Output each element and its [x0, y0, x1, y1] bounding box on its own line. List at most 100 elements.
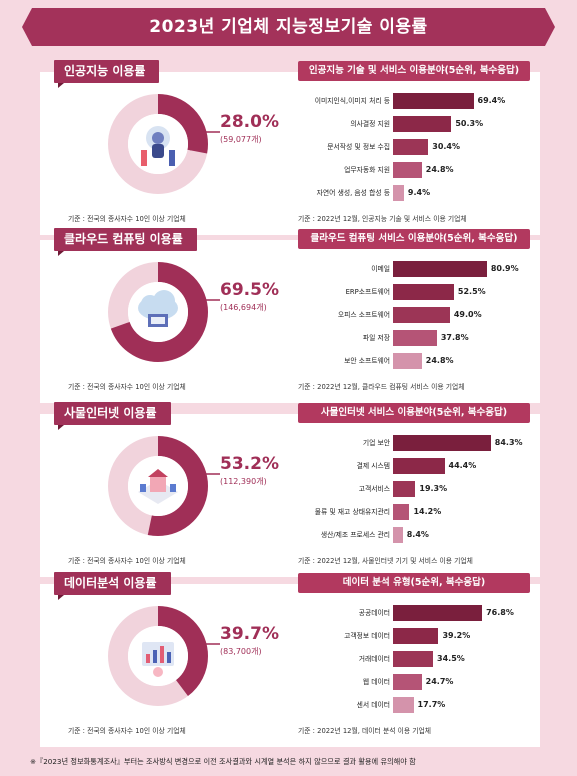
bar-value-label: 44.4% [448, 461, 477, 470]
leader-line [189, 131, 220, 151]
bar-row: 업무자동화 지원 24.8% [290, 161, 540, 179]
section-card: 데이터분석 이용률 데이터 분석 유형(5순위, 복수응답) 39.7% (83,70… [40, 572, 540, 747]
bar-row: 파일 저장 37.8% [290, 329, 540, 347]
usage-rate-value: 39.7% [220, 624, 279, 644]
usage-rate-value: 28.0% [220, 112, 279, 132]
bar [393, 116, 452, 132]
bar-category-label: 이미지인식,이미지 처리 등 [314, 97, 390, 105]
basis-note-right: 기준 : 2022년 12월, 사물인터넷 기기 및 서비스 이용 기업체 [298, 557, 473, 565]
donut-rate-slice [108, 262, 208, 362]
bar-value-label: 76.8% [486, 608, 514, 617]
smart-home-icon [138, 469, 178, 504]
bar [393, 651, 434, 667]
bar-row: 고객정보 데이터 39.2% [290, 627, 540, 645]
donut-chart [108, 606, 208, 706]
bar-row: 공공데이터 76.8% [290, 604, 540, 622]
bar-category-label: 웹 데이터 [362, 678, 390, 686]
usage-rate-value: 53.2% [220, 454, 279, 474]
section-title: 클라우드 컴퓨팅 이용률 [54, 228, 197, 256]
bar-category-label: 오피스 소프트웨어 [337, 311, 390, 319]
company-count: (146,694개) [220, 303, 267, 312]
bar-value-label: 39.2% [442, 631, 471, 640]
bar-category-label: 문서작성 및 정보 수집 [327, 143, 390, 151]
bar-value-label: 50.3% [455, 119, 484, 128]
basis-note-right: 기준 : 2022년 12월, 인공지능 기술 및 서비스 이용 기업체 [298, 215, 467, 223]
page-title: 2023년 기업체 지능정보기술 이용률 [149, 17, 428, 37]
bar [393, 93, 474, 109]
bar-row: 오피스 소프트웨어 49.0% [290, 306, 540, 324]
bar-chart-title: 데이터 분석 유형(5순위, 복수응답) [298, 573, 530, 593]
bar-category-label: 생산/제조 프로세스 관리 [320, 531, 390, 539]
bar [393, 697, 414, 713]
bar [393, 504, 410, 520]
bar [393, 481, 416, 497]
bar-category-label: 업무자동화 지원 [344, 166, 390, 174]
bar [393, 527, 403, 543]
bar-value-label: 24.8% [425, 356, 454, 365]
footnote: ※『2023년 정보화통계조사』부터는 조사방식 변경으로 이전 조사결과와 시… [30, 757, 416, 766]
ai-robot-icon [141, 126, 175, 166]
cloud-icon [138, 290, 178, 327]
bar-value-label: 17.7% [417, 700, 446, 709]
bar-chart-title: 인공지능 기술 및 서비스 이용분야(5순위, 복수응답) [298, 61, 530, 81]
bar [393, 139, 429, 155]
bar [393, 330, 437, 346]
bar-row: 결제 시스템 44.4% [290, 457, 540, 475]
bar-category-label: ERP소프트웨어 [345, 288, 390, 296]
basis-note-left: 기준 : 전국의 종사자수 10인 이상 기업체 [68, 383, 186, 391]
donut-rate-slice [108, 606, 208, 706]
bar-category-label: 거래데이터 [358, 655, 390, 663]
bar-chart-title: 클라우드 컴퓨팅 서비스 이용분야(5순위, 복수응답) [298, 229, 530, 249]
bar-row: 센서 데이터 17.7% [290, 696, 540, 714]
donut-rate-slice [108, 94, 208, 194]
bar-row: ERP소프트웨어 52.5% [290, 283, 540, 301]
donut-chart [108, 94, 208, 194]
bar-category-label: 물류 및 재고 상태유지관리 [314, 508, 390, 516]
bar-value-label: 37.8% [440, 333, 469, 342]
bar-value-label: 34.5% [437, 654, 465, 663]
bar [393, 185, 404, 201]
bar [393, 458, 445, 474]
bar-category-label: 결제 시스템 [356, 462, 390, 470]
title-banner: 2023년 기업체 지능정보기술 이용률 [22, 8, 555, 46]
bar-row: 문서작성 및 정보 수집 30.4% [290, 138, 540, 156]
basis-note-right: 기준 : 2022년 12월, 클라우드 컴퓨팅 서비스 이용 기업체 [298, 383, 465, 391]
bar-chart: 이미지인식,이미지 처리 등 69.4% 의사결정 지원 50.3% 문서작성 및 정보… [290, 92, 540, 210]
bar [393, 353, 422, 369]
section-title: 사물인터넷 이용률 [54, 402, 171, 430]
bar [393, 674, 422, 690]
bar-row: 생산/제조 프로세스 관리 8.4% [290, 526, 540, 544]
bar-row: 의사결정 지원 50.3% [290, 115, 540, 133]
bar-chart: 기업 보안 84.3% 결제 시스템 44.4% 고객서비스 19.3% 물류 및 재고 상… [290, 434, 540, 552]
bar [393, 162, 422, 178]
bar-row: 이메일 80.9% [290, 260, 540, 278]
bar-category-label: 이메일 [371, 265, 390, 273]
bar-row: 거래데이터 34.5% [290, 650, 540, 668]
bar-category-label: 보안 소프트웨어 [344, 357, 390, 365]
company-count: (83,700개) [220, 647, 262, 656]
company-count: (112,390개) [220, 477, 267, 486]
bar-chart: 이메일 80.9% ERP소프트웨어 52.5% 오피스 소프트웨어 49.0% 파일 저장… [290, 260, 540, 378]
section-title: 인공지능 이용률 [54, 60, 160, 88]
bar [393, 261, 487, 277]
usage-rate-value: 69.5% [220, 280, 279, 300]
bar-value-label: 84.3% [494, 438, 523, 447]
basis-note-left: 기준 : 전국의 종사자수 10인 이상 기업체 [68, 727, 186, 735]
bar [393, 605, 483, 621]
bar-category-label: 고객서비스 [358, 485, 390, 493]
basis-note-left: 기준 : 전국의 종사자수 10인 이상 기업체 [68, 557, 186, 565]
basis-note-right: 기준 : 2022년 12월, 데이터 분석 이용 기업체 [298, 727, 432, 735]
company-count: (59,077개) [220, 135, 262, 144]
bar-category-label: 의사결정 지원 [350, 120, 390, 128]
bar-row: 고객서비스 19.3% [290, 480, 540, 498]
bar-value-label: 19.3% [419, 484, 448, 493]
leader-line [189, 299, 220, 319]
data-analysis-icon [142, 642, 174, 677]
section-card: 클라우드 컴퓨팅 이용률 클라우드 컴퓨팅 서비스 이용분야(5순위, 복수응답)… [40, 228, 540, 403]
section-title: 데이터분석 이용률 [54, 572, 171, 600]
banner-shape [22, 8, 555, 46]
bar-category-label: 공공데이터 [358, 609, 390, 617]
donut-chart [108, 262, 208, 362]
bar-row: 웹 데이터 24.7% [290, 673, 540, 691]
bar-chart-title: 사물인터넷 서비스 이용분야(5순위, 복수응답) [298, 403, 530, 423]
